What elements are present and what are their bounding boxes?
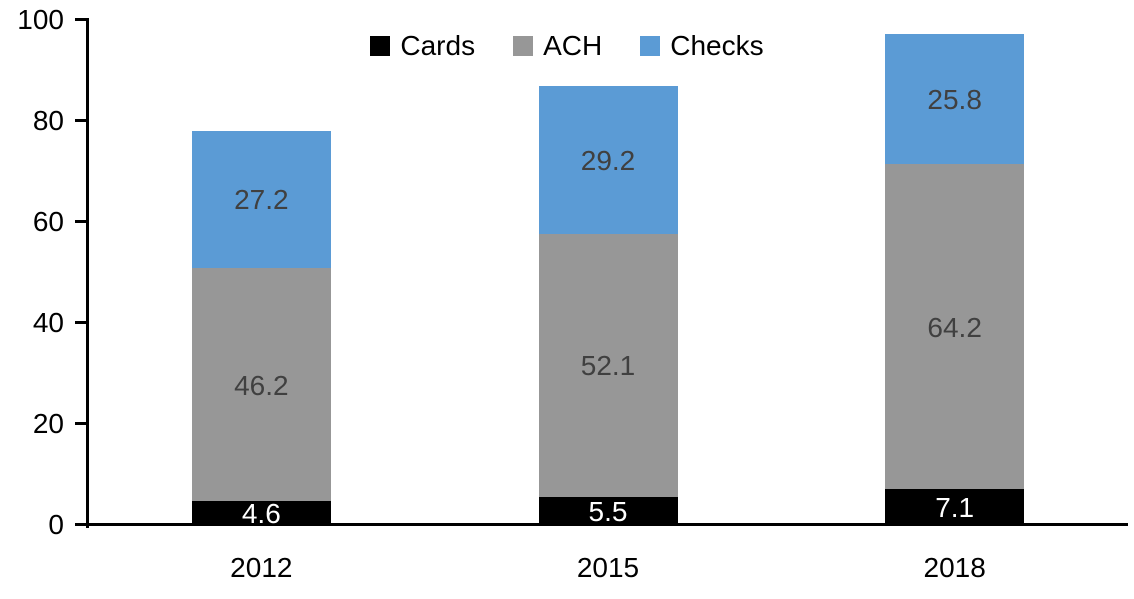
x-axis-category-label: 2012	[230, 552, 293, 583]
x-axis-category-label: 2015	[576, 552, 640, 583]
y-axis-tick-label: 60	[32, 205, 64, 237]
bar-value-label-checks-2015: 29.2	[580, 144, 636, 176]
bar-segment-checks-2012	[191, 130, 331, 268]
y-axis-tick-label: 20	[32, 407, 64, 439]
bar-segment-ach-2012	[191, 267, 331, 502]
bar-segment-checks-2018	[885, 34, 1025, 165]
y-axis-tick	[75, 119, 88, 122]
bar-value-label-ach-2015: 52.1	[580, 350, 636, 382]
y-axis-tick-label: 0	[48, 508, 64, 540]
legend-label: Cards	[400, 30, 476, 61]
x-axis-category-label: 2018	[923, 552, 986, 583]
legend-label: Checks	[670, 30, 764, 61]
bar-value-label-cards-2018: 7.1	[935, 491, 975, 523]
bar-value-label-checks-2012: 27.2	[234, 184, 289, 216]
y-axis-tick	[75, 220, 88, 223]
legend-item-cards: Cards	[370, 31, 475, 61]
y-axis-tick	[75, 321, 88, 324]
y-axis-tick-label: 80	[32, 104, 64, 136]
legend-item-ach: ACH	[513, 31, 602, 61]
legend-swatch-cards	[370, 36, 391, 56]
x-axis-line	[86, 523, 1128, 526]
bar-value-label-cards-2012: 4.6	[241, 497, 281, 529]
bar-segment-ach-2018	[885, 164, 1025, 489]
bar-segment-checks-2015	[538, 86, 678, 234]
y-axis-tick-label: 100	[17, 3, 64, 35]
bar-value-label-ach-2018: 64.2	[927, 311, 982, 343]
legend-swatch-ach	[513, 36, 534, 56]
bar-value-label-cards-2015: 5.5	[588, 495, 628, 527]
legend-item-checks: Checks	[640, 30, 764, 61]
bar-value-label-checks-2018: 25.8	[927, 84, 982, 116]
legend-swatch-checks	[640, 36, 661, 56]
bar-segment-cards-2012	[191, 501, 331, 525]
bar-segment-cards-2015	[538, 496, 678, 525]
y-axis-tick-label: 40	[32, 306, 64, 338]
bar-segment-ach-2015	[538, 233, 678, 497]
bar-segment-cards-2018	[885, 488, 1025, 525]
bar-value-label-ach-2012: 46.2	[234, 369, 289, 401]
chart-legend: Cards ACH Checks	[0, 31, 1134, 61]
legend-label: ACH	[543, 30, 603, 61]
y-axis-tick	[75, 422, 88, 425]
y-axis-tick	[75, 523, 88, 526]
y-axis-tick	[75, 18, 88, 21]
y-axis-line	[86, 18, 89, 528]
